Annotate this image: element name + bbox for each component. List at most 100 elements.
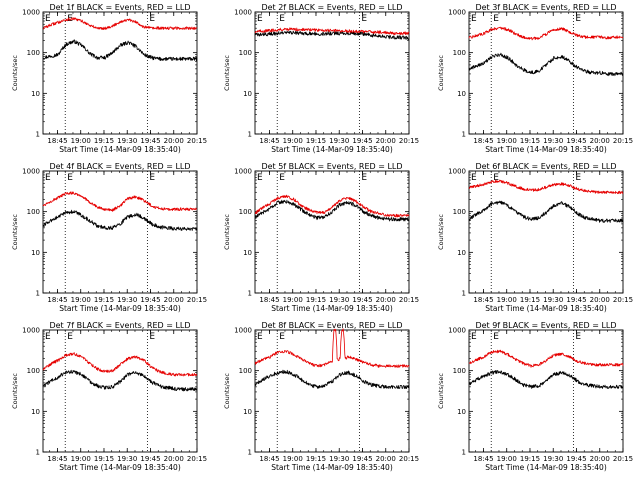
series-line-lld	[42, 191, 198, 212]
x-tick-label: 19:15	[94, 455, 114, 463]
series-line-events	[254, 30, 410, 40]
series-line-lld	[254, 194, 410, 218]
x-tick-label: 19:00	[497, 137, 517, 145]
x-tick-label: 20:00	[376, 137, 396, 145]
axes-frame	[254, 170, 410, 294]
e-marker: E	[493, 332, 499, 342]
y-tick-label: 100	[239, 49, 252, 57]
x-tick-label: 18:45	[47, 455, 67, 463]
x-tick-label: 19:00	[497, 296, 517, 304]
y-axis-label: Counts/sec	[223, 55, 231, 91]
x-tick-label: 20:15	[187, 455, 207, 463]
e-marker: E	[361, 173, 367, 183]
x-tick-label: 19:15	[306, 296, 326, 304]
panel-det-9f: Det 9f BLACK = Events, RED = LLD 1 10 100 10…	[437, 321, 633, 472]
series-line-events	[42, 39, 198, 62]
e-marker: E	[257, 173, 263, 183]
x-tick-label: 20:15	[613, 455, 633, 463]
panel-title: Det 4f BLACK = Events, RED = LLD	[49, 162, 190, 171]
x-axis-label: Start Time (14-Mar-09 18:35:40)	[59, 304, 181, 313]
x-tick-label: 19:45	[140, 296, 160, 304]
e-marker: E	[471, 332, 477, 342]
series-line-lld	[42, 352, 198, 377]
panel-title: Det 2f BLACK = Events, RED = LLD	[261, 3, 402, 12]
x-tick-label: 18:45	[473, 137, 493, 145]
panel-title: Det 7f BLACK = Events, RED = LLD	[49, 321, 190, 330]
x-tick-label: 19:30	[329, 137, 349, 145]
e-marker: E	[45, 173, 51, 183]
axes-frame	[42, 329, 198, 453]
x-tick-label: 19:30	[329, 296, 349, 304]
e-marker: E	[149, 173, 155, 183]
x-tick-label: 19:00	[283, 137, 303, 145]
e-marker: E	[471, 173, 477, 183]
series-line-lld	[42, 17, 198, 30]
y-tick-label: 10	[31, 90, 40, 98]
panel-title: Det 3f BLACK = Events, RED = LLD	[475, 3, 616, 12]
panel-title: Det 8f BLACK = Events, RED = LLD	[261, 321, 402, 330]
series-line-lld	[254, 27, 410, 36]
y-tick-label: 100	[239, 367, 252, 375]
x-tick-label: 18:45	[47, 296, 67, 304]
x-tick-label: 18:45	[47, 137, 67, 145]
y-axis-label: Counts/sec	[437, 214, 445, 250]
panel-det-2f: Det 2f BLACK = Events, RED = LLD 1 10 100 10…	[223, 3, 419, 154]
x-tick-label: 19:00	[71, 296, 91, 304]
x-tick-label: 19:45	[140, 455, 160, 463]
y-tick-label: 1	[248, 131, 252, 139]
axes-frame	[42, 170, 198, 294]
x-tick-label: 18:45	[473, 296, 493, 304]
x-tick-label: 19:00	[497, 455, 517, 463]
e-marker: E	[257, 332, 263, 342]
y-axis-label: Counts/sec	[223, 373, 231, 409]
panel-det-1f: Det 1f BLACK = Events, RED = LLD 1 10 100 10…	[11, 3, 207, 154]
x-axis-label: Start Time (14-Mar-09 18:35:40)	[271, 463, 393, 472]
e-marker: E	[67, 173, 73, 183]
x-tick-label: 20:15	[187, 296, 207, 304]
x-axis-label: Start Time (14-Mar-09 18:35:40)	[271, 304, 393, 313]
x-tick-label: 20:00	[376, 296, 396, 304]
series-line-lld	[254, 328, 410, 368]
axes-frame	[254, 329, 410, 453]
panel-title: Det 5f BLACK = Events, RED = LLD	[261, 162, 402, 171]
x-tick-label: 19:30	[329, 455, 349, 463]
x-tick-label: 19:30	[543, 455, 563, 463]
y-tick-label: 1000	[22, 327, 40, 335]
e-marker: E	[149, 332, 155, 342]
y-axis-label: Counts/sec	[437, 55, 445, 91]
x-tick-label: 19:45	[566, 455, 586, 463]
series-line-events	[468, 52, 624, 77]
panel-det-8f: Det 8f BLACK = Events, RED = LLD 1 10 100 10…	[223, 321, 419, 472]
panel-title: Det 6f BLACK = Events, RED = LLD	[475, 162, 616, 171]
e-marker: E	[279, 14, 285, 24]
x-tick-label: 18:45	[473, 455, 493, 463]
panel-det-4f: Det 4f BLACK = Events, RED = LLD 1 10 100 10…	[11, 162, 207, 313]
y-tick-label: 10	[243, 90, 252, 98]
y-tick-label: 1	[248, 290, 252, 298]
axes-frame	[468, 11, 624, 135]
y-tick-label: 100	[453, 367, 466, 375]
y-tick-label: 1000	[448, 168, 466, 176]
x-tick-label: 19:45	[140, 137, 160, 145]
y-axis-label: Counts/sec	[11, 55, 19, 91]
x-tick-label: 19:45	[352, 137, 372, 145]
x-tick-label: 19:00	[71, 137, 91, 145]
y-axis-label: Counts/sec	[437, 373, 445, 409]
panel-det-3f: Det 3f BLACK = Events, RED = LLD 1 10 100 10…	[437, 3, 633, 154]
e-marker: E	[471, 14, 477, 24]
series-line-events	[42, 369, 198, 392]
x-axis-label: Start Time (14-Mar-09 18:35:40)	[485, 463, 607, 472]
y-tick-label: 10	[243, 408, 252, 416]
y-axis-label: Counts/sec	[11, 214, 19, 250]
series-line-events	[468, 200, 624, 223]
x-tick-label: 18:45	[259, 296, 279, 304]
x-axis-label: Start Time (14-Mar-09 18:35:40)	[485, 145, 607, 154]
e-marker: E	[493, 173, 499, 183]
x-tick-label: 19:15	[306, 137, 326, 145]
y-tick-label: 1	[462, 290, 466, 298]
x-tick-label: 20:00	[590, 137, 610, 145]
x-tick-label: 19:30	[117, 455, 137, 463]
e-marker: E	[361, 332, 367, 342]
e-marker: E	[279, 173, 285, 183]
